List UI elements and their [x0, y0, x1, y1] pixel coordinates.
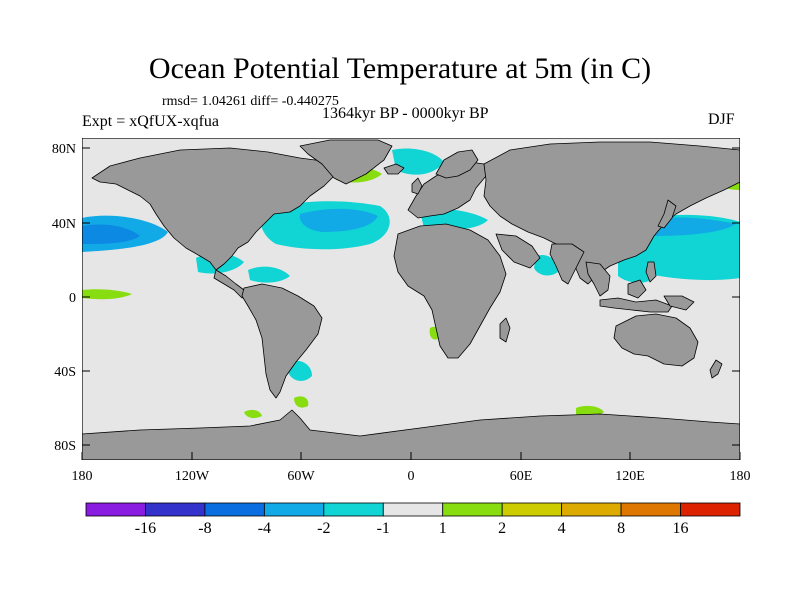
colorbar-box-7: [501, 502, 563, 517]
land-india: [549, 243, 585, 285]
land-africa: [393, 223, 507, 359]
colorbar-label-8: 8: [617, 520, 625, 537]
colorbar-box-2: [204, 502, 265, 517]
period-label: 1364kyr BP - 0000kyr BP: [322, 105, 489, 122]
colorbar-box-0: [85, 502, 146, 517]
lat-label-40n: 40N: [52, 217, 76, 232]
land-masses: [82, 139, 740, 460]
colorbar-box-1: [145, 502, 206, 517]
colorbar-box-9: [620, 502, 681, 517]
land-indonesia: [599, 297, 673, 313]
lat-label-80s: 80S: [54, 439, 76, 454]
lon-label-120w: 120W: [175, 469, 210, 484]
cool-patch-nordic-seas: [392, 148, 444, 175]
colorbar-label-7: 4: [558, 520, 566, 537]
land-uk: [411, 177, 423, 195]
lon-label-0: 0: [408, 469, 415, 484]
colorbar-label-5: 1: [439, 520, 447, 537]
land-borneo: [627, 279, 647, 299]
colorbar-box-4: [323, 502, 384, 517]
land-new-zealand: [709, 359, 723, 379]
land-madagascar: [499, 317, 511, 343]
land-southeast-asia: [585, 261, 611, 297]
colorbar-labels: -16 -8 -4 -2 -1 1 2 4 8 16: [135, 520, 689, 537]
land-antarctica: [82, 409, 740, 460]
lat-label-40s: 40S: [54, 365, 76, 380]
land-greenland: [299, 139, 393, 185]
rmsd-diff-stats: rmsd= 1.04261 diff= -0.440275: [162, 94, 339, 109]
cool-patch-atlantic-inner: [299, 208, 378, 232]
season-label: DJF: [708, 111, 735, 128]
land-japan: [657, 199, 677, 229]
lat-label-80n: 80N: [52, 142, 76, 157]
colorbar-label-0: -16: [135, 520, 156, 537]
experiment-label: Expt = xQfUX-xqfua: [82, 113, 219, 130]
land-philippines: [645, 261, 657, 283]
lon-label-180e: 180: [730, 469, 751, 484]
land-south-america: [241, 283, 323, 399]
colorbar-box-3: [263, 502, 325, 517]
lon-label-120e: 120E: [615, 469, 645, 484]
colorbar-box-6: [442, 502, 503, 517]
land-iceland: [383, 163, 405, 175]
colorbar-box-5: [382, 502, 444, 517]
colorbar-label-9: 16: [673, 520, 689, 537]
land-asia: [483, 141, 740, 285]
map-title: Ocean Potential Temperature at 5m (in C): [148, 52, 652, 85]
cool-patch-north-pacific-inner: [82, 224, 140, 244]
warm-patch-patagonia: [294, 396, 309, 408]
land-scandinavia: [435, 149, 479, 179]
colorbar-box-10: [680, 502, 741, 517]
colorbar-label-6: 2: [498, 520, 506, 537]
cool-patch-south-atlantic: [288, 360, 312, 381]
map-ticks: [81, 147, 741, 460]
warm-patch-equatorial-pacific: [82, 289, 132, 300]
land-australia: [613, 313, 699, 367]
colorbar-label-2: -4: [258, 520, 271, 537]
colorbar-label-4: -1: [377, 520, 390, 537]
colorbar-boxes: [85, 502, 741, 517]
lon-label-180w: 180: [72, 469, 93, 484]
land-arabia: [495, 233, 541, 269]
lon-label-60w: 60W: [287, 469, 315, 484]
lat-label-equator: 0: [69, 291, 76, 306]
cool-patch-west-pacific: [618, 256, 656, 283]
land-new-guinea: [663, 295, 695, 311]
lon-label-60e: 60E: [510, 469, 533, 484]
colorbar-label-3: -2: [317, 520, 330, 537]
warm-patch-ross: [244, 409, 262, 419]
latitude-labels: 80N 40N 0 40S 80S: [52, 142, 76, 454]
cool-patch-north-indian: [534, 254, 558, 276]
colorbar-label-1: -8: [198, 520, 211, 537]
land-north-america: [91, 147, 339, 271]
colorbar-box-8: [561, 502, 622, 517]
longitude-labels: 180 120W 60W 0 60E 120E 180: [72, 469, 751, 484]
cool-patch-tropical-atlantic: [248, 266, 290, 283]
